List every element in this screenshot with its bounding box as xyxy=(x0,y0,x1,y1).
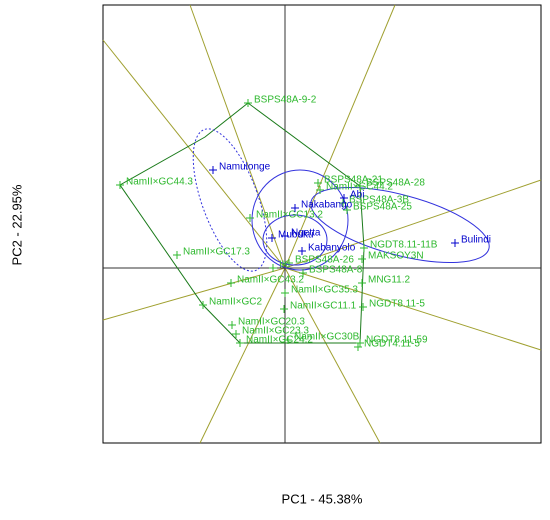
point-label: Kabanyolo xyxy=(308,243,356,254)
ellipse xyxy=(310,186,490,264)
point-label: BSPS48A-25 xyxy=(353,202,412,213)
point-cross xyxy=(227,279,235,287)
point-cross xyxy=(284,336,292,344)
point-cross xyxy=(358,279,366,287)
point-cross xyxy=(281,289,289,297)
point-cross xyxy=(285,259,293,267)
point-label: NGDT8.11-59 xyxy=(366,335,428,346)
point-cross xyxy=(236,339,244,347)
sector-line xyxy=(199,267,286,444)
y-axis-label: PC2 - 22.95% xyxy=(9,184,24,265)
point-label: NamII×GC2 xyxy=(209,297,263,308)
point-cross xyxy=(173,251,181,259)
point-cross xyxy=(343,206,351,214)
point-cross xyxy=(360,244,368,252)
point-label: NGDT8.11-5 xyxy=(369,299,425,310)
point-label: MAKSOY3N xyxy=(368,251,424,262)
point-cross xyxy=(298,247,306,255)
sector-line xyxy=(102,39,286,269)
point-label: Ngetta xyxy=(291,228,321,239)
point-cross xyxy=(299,269,307,277)
point-cross xyxy=(356,339,364,347)
point-label: NamII×GC30B xyxy=(294,332,360,343)
point-label: BSPS48A-21 xyxy=(324,175,383,186)
point-label: NamII×GC23.3 xyxy=(242,326,309,337)
point-label: NGDT8.11-11B xyxy=(370,240,438,251)
point-cross xyxy=(268,234,276,242)
point-label: NamII×GC11.1 xyxy=(290,301,357,312)
ellipse xyxy=(251,169,349,271)
point-label: Nakabango xyxy=(301,200,353,211)
point-label: BSPS48A-9-2 xyxy=(254,95,317,106)
point-label: NamII×GC44.3 xyxy=(126,177,193,188)
point-cross xyxy=(354,343,362,351)
point-cross xyxy=(281,232,289,240)
point-cross xyxy=(280,305,288,313)
sector-lines xyxy=(102,4,542,444)
point-label: NamII×GC24.2 xyxy=(246,335,313,346)
point-cross xyxy=(116,181,124,189)
point-cross xyxy=(199,301,207,309)
sector-line xyxy=(284,267,542,351)
point-cross xyxy=(244,99,252,107)
point-label: NamII×GC43.2 xyxy=(237,275,304,286)
point-label: NamII×GC13.2 xyxy=(256,210,323,221)
sector-line xyxy=(284,267,381,444)
x-axis-label: PC1 - 45.38% xyxy=(282,491,363,506)
point-cross xyxy=(358,255,366,263)
point-label: Bulindi xyxy=(461,235,491,246)
plot-frame xyxy=(102,4,542,444)
point-label: BSPS48A-3B xyxy=(349,195,409,206)
point-cross xyxy=(232,330,240,338)
sector-line xyxy=(102,267,286,321)
point-label: NamII×GC35.3 xyxy=(291,285,358,296)
point-cross xyxy=(228,321,236,329)
point-cross xyxy=(359,303,367,311)
point-cross xyxy=(339,199,347,207)
sector-line xyxy=(284,179,542,269)
point-cross xyxy=(269,264,277,272)
point-label: IK xyxy=(279,260,289,271)
sector-line xyxy=(189,4,286,269)
ellipse xyxy=(192,128,268,272)
point-label: Namulonge xyxy=(219,162,271,173)
point-label: NGDT4.11-5 xyxy=(364,339,420,350)
point-label: Abi xyxy=(350,190,364,201)
point-label: NamII×GC17.3 xyxy=(183,247,250,258)
point-label: NamII×GC20.3 xyxy=(238,317,305,328)
point-label: BSPS48A-8 xyxy=(309,265,363,276)
point-label: BSPS48A-28 xyxy=(366,178,425,189)
ellipse xyxy=(262,214,328,266)
point-label: MNG11.2 xyxy=(368,275,410,286)
point-cross xyxy=(291,204,299,212)
point-cross xyxy=(316,186,324,194)
point-cross xyxy=(340,194,348,202)
point-cross xyxy=(209,166,217,174)
point-cross xyxy=(451,239,459,247)
point-label: BSPS48A-26 xyxy=(295,255,354,266)
point-cross xyxy=(246,214,254,222)
point-cross xyxy=(356,182,364,190)
point-label: Mubuku xyxy=(278,230,314,241)
sector-line xyxy=(284,4,396,269)
point-cross xyxy=(314,179,322,187)
ellipses xyxy=(192,128,490,272)
